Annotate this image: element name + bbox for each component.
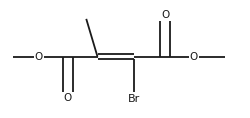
Text: O: O bbox=[190, 52, 198, 62]
Text: O: O bbox=[161, 10, 169, 20]
Text: Br: Br bbox=[128, 94, 140, 104]
Text: O: O bbox=[34, 52, 43, 62]
Text: O: O bbox=[64, 93, 72, 103]
